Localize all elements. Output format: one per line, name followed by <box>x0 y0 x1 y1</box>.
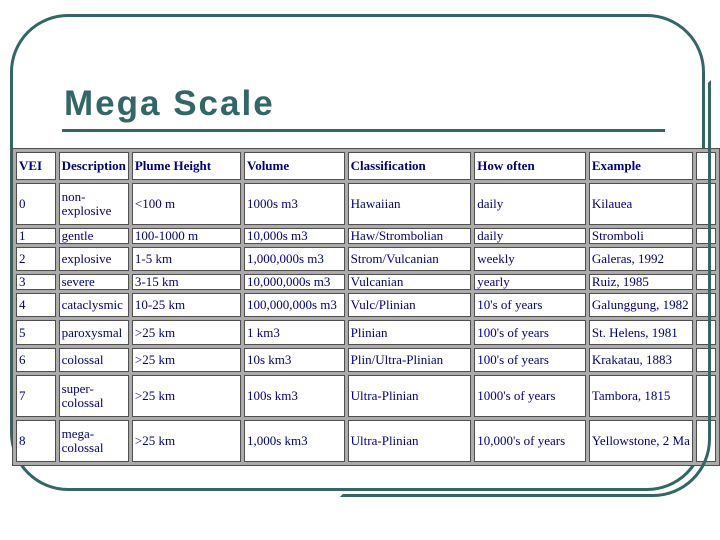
vei-number-cell: 2 <box>16 247 56 271</box>
classification-cell: Plinian <box>347 320 472 345</box>
example-cell: Yellowstone, 2 Ma <box>588 420 693 462</box>
how-often-cell: 100's of years <box>474 320 586 345</box>
volume-cell: 10,000s m3 <box>244 228 345 244</box>
volume-cell: 100,000,000s m3 <box>244 293 345 317</box>
volume-cell: 1,000s km3 <box>244 420 345 462</box>
vei-number-cell: 6 <box>16 348 56 372</box>
plume-height-cell: 10-25 km <box>131 293 241 317</box>
plume-height-cell: >25 km <box>131 320 241 345</box>
plume-height-cell: >25 km <box>131 348 241 372</box>
example-cell: Krakatau, 1883 <box>588 348 693 372</box>
how-often-cell: daily <box>474 228 586 244</box>
volume-cell: 10s km3 <box>244 348 345 372</box>
plume-height-cell: >25 km <box>131 375 241 417</box>
clipped-edge-cell <box>695 228 716 244</box>
title-underline <box>62 129 665 132</box>
how-often-cell: 10's of years <box>474 293 586 317</box>
clipped-edge-cell <box>695 420 716 462</box>
classification-cell: Haw/Strombolian <box>347 228 472 244</box>
description-cell: mega-colossal <box>58 420 129 462</box>
vei-number-cell: 8 <box>16 420 56 462</box>
example-cell: Stromboli <box>588 228 693 244</box>
example-cell: Ruiz, 1985 <box>588 274 693 290</box>
vei-number-cell: 3 <box>16 274 56 290</box>
classification-cell: Strom/Vulcanian <box>347 247 472 271</box>
plume-height-cell: 3-15 km <box>131 274 241 290</box>
clipped-edge-cell <box>695 274 716 290</box>
volume-cell: 10,000,000s m3 <box>244 274 345 290</box>
classification-cell: Vulc/Plinian <box>347 293 472 317</box>
classification-cell: Plin/Ultra-Plinian <box>347 348 472 372</box>
classification-cell: Hawaiian <box>347 183 472 225</box>
clipped-edge-cell <box>695 293 716 317</box>
table-row-vei-2: 2 explosive 1-5 km 1,000,000s m3 Strom/Vulca… <box>16 247 716 271</box>
column-header-volume: Volume <box>244 152 345 180</box>
column-header-how-often: How often <box>474 152 586 180</box>
table-row-vei-7: 7 super-colossal >25 km 100s km3 Ultra-Plini… <box>16 375 716 417</box>
how-often-cell: yearly <box>474 274 586 290</box>
how-often-cell: 1000's of years <box>474 375 586 417</box>
column-header-plume-height: Plume Height <box>131 152 241 180</box>
plume-height-cell: <100 m <box>131 183 241 225</box>
table-row-vei-1: 1 gentle 100-1000 m 10,000s m3 Haw/Stromboli… <box>16 228 716 244</box>
table-row-vei-4: 4 cataclysmic 10-25 km 100,000,000s m3 Vulc/… <box>16 293 716 317</box>
plume-height-cell: >25 km <box>131 420 241 462</box>
volume-cell: 1,000,000s m3 <box>244 247 345 271</box>
how-often-cell: daily <box>474 183 586 225</box>
description-cell: severe <box>58 274 129 290</box>
description-cell: non-explosive <box>58 183 129 225</box>
classification-cell: Vulcanian <box>347 274 472 290</box>
clipped-edge-cell <box>695 348 716 372</box>
vei-number-cell: 7 <box>16 375 56 417</box>
column-header-vei: VEI <box>16 152 56 180</box>
how-often-cell: 100's of years <box>474 348 586 372</box>
table-row-vei-6: 6 colossal >25 km 10s km3 Plin/Ultra-Plinian… <box>16 348 716 372</box>
vei-number-cell: 5 <box>16 320 56 345</box>
description-cell: cataclysmic <box>58 293 129 317</box>
column-header-classification: Classification <box>347 152 472 180</box>
plume-height-cell: 1-5 km <box>131 247 241 271</box>
volume-cell: 1000s m3 <box>244 183 345 225</box>
table-row-vei-5: 5 paroxysmal >25 km 1 km3 Plinian 100's of ye… <box>16 320 716 345</box>
classification-cell: Ultra-Plinian <box>347 375 472 417</box>
how-often-cell: weekly <box>474 247 586 271</box>
table-row-vei-8: 8 mega-colossal >25 km 1,000s km3 Ultra-Plin… <box>16 420 716 462</box>
clipped-edge-cell <box>695 320 716 345</box>
description-cell: super-colossal <box>58 375 129 417</box>
table-row-vei-3: 3 severe 3-15 km 10,000,000s m3 Vulcanian yea… <box>16 274 716 290</box>
table-row-vei-0: 0 non-explosive <100 m 1000s m3 Hawaiian dail… <box>16 183 716 225</box>
table-header-row: VEI Description Plume Height Volume Classifi… <box>16 152 716 180</box>
description-cell: gentle <box>58 228 129 244</box>
example-cell: Tambora, 1815 <box>588 375 693 417</box>
clipped-edge-column-header <box>695 152 716 180</box>
description-cell: colossal <box>58 348 129 372</box>
how-often-cell: 10,000's of years <box>474 420 586 462</box>
vei-number-cell: 0 <box>16 183 56 225</box>
clipped-edge-cell <box>695 183 716 225</box>
slide-title: Mega Scale <box>64 84 275 123</box>
vei-number-cell: 4 <box>16 293 56 317</box>
clipped-edge-cell <box>695 247 716 271</box>
vei-number-cell: 1 <box>16 228 56 244</box>
example-cell: Galeras, 1992 <box>588 247 693 271</box>
column-header-description: Description <box>58 152 129 180</box>
description-cell: explosive <box>58 247 129 271</box>
example-cell: Kilauea <box>588 183 693 225</box>
volume-cell: 1 km3 <box>244 320 345 345</box>
clipped-edge-cell <box>695 375 716 417</box>
plume-height-cell: 100-1000 m <box>131 228 241 244</box>
example-cell: St. Helens, 1981 <box>588 320 693 345</box>
classification-cell: Ultra-Plinian <box>347 420 472 462</box>
vei-scale-table: VEI Description Plume Height Volume Classifi… <box>12 148 720 466</box>
column-header-example: Example <box>588 152 693 180</box>
example-cell: Galunggung, 1982 <box>588 293 693 317</box>
volume-cell: 100s km3 <box>244 375 345 417</box>
description-cell: paroxysmal <box>58 320 129 345</box>
